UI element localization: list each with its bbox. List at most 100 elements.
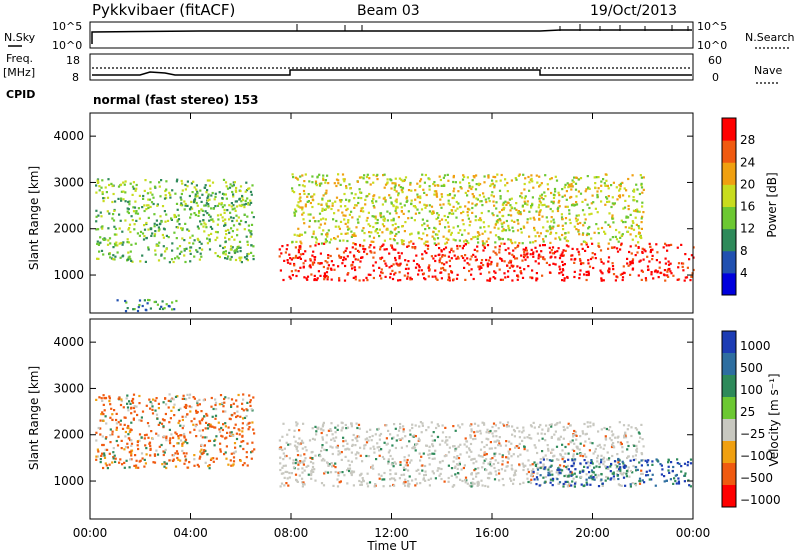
range-gate-cell <box>631 260 634 263</box>
range-gate-cell <box>338 277 341 280</box>
range-gate-cell <box>465 440 468 443</box>
range-gate-cell <box>108 397 111 400</box>
range-gate-cell <box>496 214 499 217</box>
range-gate-cell <box>372 240 375 243</box>
range-gate-cell <box>472 175 475 178</box>
range-gate-cell <box>232 204 235 207</box>
range-gate-cell <box>101 399 104 402</box>
range-gate-cell <box>452 205 455 208</box>
range-gate-cell <box>221 428 224 432</box>
range-gate-cell <box>555 458 559 461</box>
range-gate-cell <box>462 223 465 226</box>
range-gate-cell <box>464 191 467 194</box>
range-gate-cell <box>202 219 205 222</box>
range-gate-cell <box>441 266 445 270</box>
range-gate-cell <box>402 425 405 428</box>
range-gate-cell <box>447 202 450 205</box>
range-gate-cell <box>623 187 626 190</box>
range-gate-cell <box>114 255 117 258</box>
range-gate-cell <box>353 232 356 235</box>
x-tick-label: 20:00 <box>575 526 610 540</box>
range-gate-cell <box>244 190 247 193</box>
range-gate-cell <box>615 466 618 469</box>
range-gate-cell <box>372 204 375 208</box>
range-gate-cell <box>181 204 184 207</box>
colorbar-tick-label: 100 <box>740 383 763 397</box>
range-gate-cell <box>515 257 519 260</box>
range-gate-cell <box>173 213 176 217</box>
range-gate-cell <box>677 266 680 269</box>
range-gate-cell <box>220 203 223 206</box>
range-gate-cell <box>323 448 326 451</box>
range-gate-cell <box>650 271 653 274</box>
range-gate-cell <box>450 474 453 477</box>
range-gate-cell <box>532 252 535 256</box>
range-gate-cell <box>474 204 477 207</box>
range-gate-cell <box>485 443 488 447</box>
range-gate-cell <box>421 424 424 427</box>
range-gate-cell <box>647 459 650 462</box>
range-gate-cell <box>488 200 491 203</box>
range-gate-cell <box>161 418 165 421</box>
range-gate-cell <box>550 200 553 203</box>
range-gate-cell <box>495 435 498 438</box>
range-gate-cell <box>173 231 176 234</box>
range-gate-cell <box>365 175 369 179</box>
range-gate-cell <box>608 437 612 440</box>
range-gate-cell <box>212 457 215 460</box>
range-gate-cell <box>304 203 307 206</box>
range-gate-cell <box>181 418 184 422</box>
range-gate-cell <box>575 203 579 206</box>
range-gate-cell <box>596 196 599 199</box>
range-gate-cell <box>604 221 607 224</box>
range-gate-cell <box>552 477 555 480</box>
range-gate-cell <box>660 464 663 467</box>
range-gate-cell <box>513 471 516 474</box>
range-gate-cell <box>573 429 576 433</box>
range-gate-cell <box>591 194 594 197</box>
range-gate-cell <box>202 451 205 454</box>
range-gate-cell <box>320 482 324 485</box>
range-gate-cell <box>522 173 525 176</box>
range-gate-cell <box>620 219 623 222</box>
range-gate-cell <box>409 433 412 436</box>
range-gate-cell <box>282 464 285 467</box>
range-gate-cell <box>498 436 501 439</box>
range-gate-cell <box>632 221 635 224</box>
range-gate-cell <box>309 258 312 261</box>
range-gate-cell <box>531 196 534 199</box>
range-gate-cell <box>607 195 610 198</box>
range-gate-cell <box>319 223 322 226</box>
range-gate-cell <box>415 469 418 472</box>
range-gate-cell <box>137 306 140 309</box>
range-gate-cell <box>224 410 227 413</box>
range-gate-cell <box>589 461 592 464</box>
range-gate-cell <box>486 428 489 431</box>
range-gate-cell <box>562 465 566 468</box>
range-gate-cell <box>394 234 397 237</box>
range-gate-cell <box>395 190 398 193</box>
range-gate-cell <box>310 473 313 477</box>
range-gate-cell <box>189 431 192 434</box>
range-gate-cell <box>596 190 599 193</box>
range-gate-cell <box>344 264 347 268</box>
range-gate-cell <box>200 448 203 451</box>
range-gate-cell <box>470 458 473 461</box>
range-gate-cell <box>145 236 148 240</box>
range-gate-cell <box>107 178 110 181</box>
range-gate-cell <box>463 175 466 178</box>
range-gate-cell <box>354 243 357 246</box>
range-gate-cell <box>214 238 217 242</box>
range-gate-cell <box>609 238 612 241</box>
range-gate-cell <box>130 458 133 461</box>
range-gate-cell <box>130 452 133 455</box>
y-tick-label: 2000 <box>53 428 84 442</box>
range-gate-cell <box>486 265 489 268</box>
range-gate-cell <box>302 211 305 214</box>
range-gate-cell <box>623 434 626 437</box>
range-gate-cell <box>187 229 191 232</box>
range-gate-cell <box>534 260 537 263</box>
range-gate-cell <box>683 480 686 483</box>
range-gate-cell <box>325 189 328 192</box>
